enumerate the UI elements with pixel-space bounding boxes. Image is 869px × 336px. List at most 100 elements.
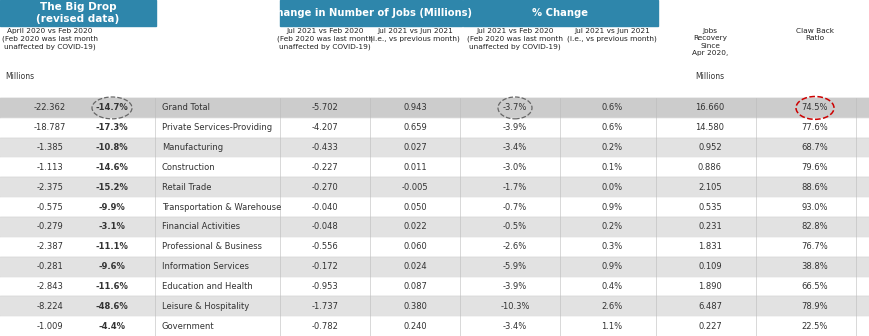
Text: -0.953: -0.953 [311, 282, 338, 291]
Text: -2.375: -2.375 [36, 183, 63, 192]
Text: Transportation & Warehouse: Transportation & Warehouse [162, 203, 281, 212]
Bar [0, 0, 156, 26]
Text: Change in Number of Jobs (Millions): Change in Number of Jobs (Millions) [269, 8, 472, 18]
Bar [0, 296, 869, 316]
Text: 1.1%: 1.1% [600, 322, 622, 331]
Text: -3.4%: -3.4% [502, 143, 527, 152]
Text: -0.040: -0.040 [311, 203, 338, 212]
Text: -2.843: -2.843 [36, 282, 63, 291]
Text: 0.027: 0.027 [402, 143, 427, 152]
Text: 0.4%: 0.4% [600, 282, 622, 291]
Text: 76.7%: 76.7% [800, 242, 827, 251]
Text: -5.9%: -5.9% [502, 262, 527, 271]
Text: 78.9%: 78.9% [800, 302, 827, 311]
Text: 0.9%: 0.9% [600, 203, 622, 212]
Text: 0.1%: 0.1% [600, 163, 622, 172]
Text: Claw Back
Ratio: Claw Back Ratio [795, 28, 833, 41]
Text: -9.9%: -9.9% [98, 203, 125, 212]
Text: -0.7%: -0.7% [502, 203, 527, 212]
Text: Manufacturing: Manufacturing [162, 143, 222, 152]
Bar [0, 257, 869, 277]
Text: -0.227: -0.227 [311, 163, 338, 172]
Text: -1.113: -1.113 [36, 163, 63, 172]
Text: 93.0%: 93.0% [801, 203, 827, 212]
Text: 22.5%: 22.5% [801, 322, 827, 331]
Text: Government: Government [162, 322, 215, 331]
Text: 0.9%: 0.9% [600, 262, 622, 271]
Text: Jul 2021 vs Feb 2020
(Feb 2020 was last month
unaffected by COVID-19): Jul 2021 vs Feb 2020 (Feb 2020 was last … [276, 28, 373, 49]
Text: -4.4%: -4.4% [98, 322, 125, 331]
Text: -3.7%: -3.7% [502, 103, 527, 113]
Bar [0, 197, 869, 217]
Text: Millions: Millions [694, 72, 724, 81]
Text: -11.1%: -11.1% [96, 242, 129, 251]
Text: -1.737: -1.737 [311, 302, 338, 311]
Text: -3.0%: -3.0% [502, 163, 527, 172]
Text: -1.7%: -1.7% [502, 183, 527, 192]
Text: 1.890: 1.890 [697, 282, 721, 291]
Text: 79.6%: 79.6% [800, 163, 827, 172]
Text: Millions: Millions [5, 72, 34, 81]
Text: 66.5%: 66.5% [800, 282, 827, 291]
Text: Professional & Business: Professional & Business [162, 242, 262, 251]
Text: Retail Trade: Retail Trade [162, 183, 211, 192]
Text: 74.5%: 74.5% [801, 103, 827, 113]
Text: Construction: Construction [162, 163, 216, 172]
Text: -3.1%: -3.1% [98, 222, 125, 232]
Text: % Change: % Change [532, 8, 587, 18]
Text: 0.659: 0.659 [402, 123, 427, 132]
Text: 6.487: 6.487 [697, 302, 721, 311]
Text: -48.6%: -48.6% [96, 302, 129, 311]
Bar [0, 277, 869, 296]
Bar [0, 158, 869, 177]
Text: Jul 2021 vs Jun 2021
(i.e., vs previous month): Jul 2021 vs Jun 2021 (i.e., vs previous … [369, 28, 460, 42]
Text: -1.385: -1.385 [36, 143, 63, 152]
Bar [0, 138, 869, 158]
Text: Information Services: Information Services [162, 262, 249, 271]
Text: 38.8%: 38.8% [800, 262, 827, 271]
Text: Financial Activities: Financial Activities [162, 222, 240, 232]
Text: 0.227: 0.227 [697, 322, 721, 331]
Text: -0.433: -0.433 [311, 143, 338, 152]
Text: Jul 2021 vs Jun 2021
(i.e., vs previous month): Jul 2021 vs Jun 2021 (i.e., vs previous … [567, 28, 656, 42]
Bar [0, 118, 869, 138]
Text: -5.702: -5.702 [311, 103, 338, 113]
Text: 16.660: 16.660 [694, 103, 724, 113]
Text: -2.387: -2.387 [36, 242, 63, 251]
Text: Grand Total: Grand Total [162, 103, 209, 113]
Text: -2.6%: -2.6% [502, 242, 527, 251]
Text: -0.782: -0.782 [311, 322, 338, 331]
Text: -4.207: -4.207 [311, 123, 338, 132]
Text: -0.281: -0.281 [36, 262, 63, 271]
Text: -3.4%: -3.4% [502, 322, 527, 331]
Text: 0.087: 0.087 [402, 282, 427, 291]
Text: -17.3%: -17.3% [96, 123, 128, 132]
Bar [0, 316, 869, 336]
Text: 0.231: 0.231 [697, 222, 721, 232]
Text: 82.8%: 82.8% [800, 222, 827, 232]
Text: -0.005: -0.005 [401, 183, 428, 192]
Text: -0.048: -0.048 [311, 222, 338, 232]
Text: -0.279: -0.279 [36, 222, 63, 232]
Text: -0.5%: -0.5% [502, 222, 527, 232]
Text: -10.3%: -10.3% [500, 302, 529, 311]
Text: Leisure & Hospitality: Leisure & Hospitality [162, 302, 249, 311]
Text: 0.2%: 0.2% [600, 143, 622, 152]
Text: 2.105: 2.105 [698, 183, 721, 192]
Text: -14.6%: -14.6% [96, 163, 129, 172]
Text: -9.6%: -9.6% [98, 262, 125, 271]
Text: 0.2%: 0.2% [600, 222, 622, 232]
Text: 0.6%: 0.6% [600, 123, 622, 132]
Text: 68.7%: 68.7% [800, 143, 827, 152]
Text: 0.6%: 0.6% [600, 103, 622, 113]
Text: April 2020 vs Feb 2020
(Feb 2020 was last month
unaffected by COVID-19): April 2020 vs Feb 2020 (Feb 2020 was las… [2, 28, 98, 49]
Text: 0.109: 0.109 [698, 262, 721, 271]
Bar [0, 217, 869, 237]
Text: 0.886: 0.886 [697, 163, 721, 172]
Text: -3.9%: -3.9% [502, 282, 527, 291]
Text: -10.8%: -10.8% [96, 143, 128, 152]
Text: -0.270: -0.270 [311, 183, 338, 192]
Text: -0.172: -0.172 [311, 262, 338, 271]
Bar [462, 0, 657, 26]
Bar [0, 177, 869, 197]
